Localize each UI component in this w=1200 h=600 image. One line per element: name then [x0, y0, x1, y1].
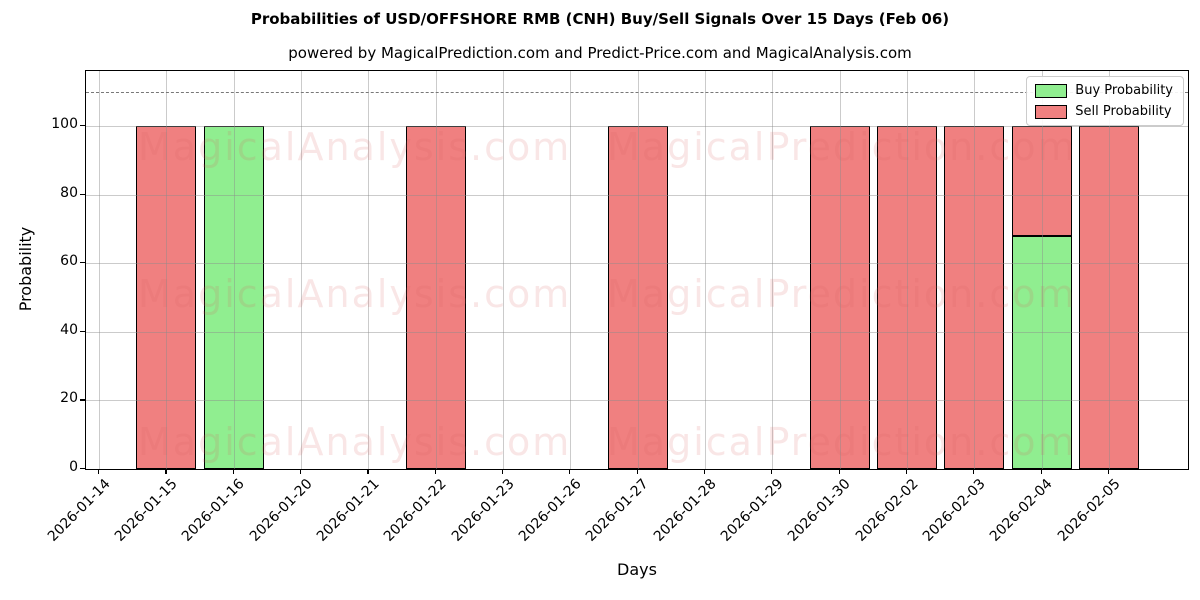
x-tick-mark: [1040, 469, 1042, 474]
v-gridline: [435, 71, 437, 469]
y-tick-mark: [80, 330, 85, 332]
x-tick-mark: [569, 469, 571, 474]
legend-label-buy: Buy Probability: [1075, 83, 1173, 98]
y-tick-label: 100: [51, 115, 78, 132]
x-tick-label-text: 2026-01-20: [246, 476, 316, 545]
x-tick-label-text: 2026-01-15: [111, 476, 181, 545]
x-tick-mark: [232, 469, 234, 474]
v-gridline: [772, 71, 774, 469]
x-tick-mark: [367, 469, 369, 474]
legend-label-sell: Sell Probability: [1075, 104, 1172, 119]
plot-area: Buy Probability Sell Probability: [85, 70, 1189, 470]
x-tick-label-text: 2026-02-02: [852, 476, 922, 545]
x-tick-mark: [636, 469, 638, 474]
bar-segment: [1011, 235, 1072, 469]
x-axis-label: Days: [617, 560, 657, 579]
bar-segment: [607, 125, 668, 469]
y-tick-label: 80: [60, 184, 78, 201]
v-gridline: [1108, 71, 1110, 469]
bar-segment: [876, 125, 937, 469]
x-tick-mark: [299, 469, 302, 474]
x-tick-mark: [98, 469, 100, 474]
h-gridline: [86, 263, 1188, 265]
x-tick-label-text: 2026-01-28: [650, 476, 720, 545]
v-gridline: [1041, 71, 1043, 469]
bar-segment: [203, 125, 264, 469]
legend: Buy Probability Sell Probability: [1026, 76, 1184, 126]
x-tick-label-text: 2026-02-03: [919, 476, 989, 545]
bar-segment: [1011, 125, 1072, 236]
x-tick-label-text: 2026-01-23: [448, 476, 518, 545]
sell-color-swatch: [1035, 104, 1068, 119]
x-tick-label-text: 2026-01-22: [381, 476, 450, 545]
h-gridline: [86, 194, 1188, 196]
bar-segment: [136, 125, 197, 469]
x-tick-label-text: 2026-02-04: [987, 476, 1056, 545]
x-tick-mark: [905, 469, 908, 474]
y-tick-mark: [80, 468, 85, 470]
bar-segment: [809, 125, 870, 469]
legend-item-buy: Buy Probability: [1035, 83, 1173, 98]
bar-segment: [944, 125, 1005, 469]
y-tick-label: 40: [60, 321, 78, 338]
x-tick-label-text: 2026-01-16: [179, 476, 248, 545]
v-gridline: [368, 71, 370, 469]
y-tick-label: 0: [69, 459, 78, 475]
h-gridline: [86, 400, 1188, 402]
legend-item-sell: Sell Probability: [1035, 104, 1173, 119]
x-tick-label-text: 2026-01-29: [717, 476, 787, 545]
v-gridline: [704, 71, 706, 469]
x-tick-label-text: 2026-02-05: [1054, 476, 1124, 545]
chart-title: Probabilities of USD/OFFSHORE RMB (CNH) …: [250, 10, 950, 28]
y-tick-label: 20: [60, 390, 78, 407]
h-gridline: [86, 125, 1188, 127]
v-gridline: [99, 71, 100, 469]
h-gridline: [86, 331, 1188, 333]
x-tick-mark: [973, 469, 975, 474]
v-gridline: [300, 71, 302, 469]
threshold-dashed-line: [86, 91, 1188, 93]
x-tick-label-text: 2026-01-30: [785, 476, 854, 545]
y-tick-label: 60: [60, 253, 78, 270]
x-tick-label-text: 2026-01-21: [313, 476, 383, 545]
v-gridline: [974, 71, 976, 469]
bar-segment: [405, 125, 466, 469]
chart-subtitle: powered by MagicalPrediction.com and Pre…: [288, 44, 912, 62]
y-tick-mark: [80, 124, 85, 127]
y-tick-mark: [80, 193, 85, 195]
v-gridline: [570, 71, 572, 469]
y-tick-mark: [80, 262, 85, 264]
v-gridline: [166, 71, 168, 469]
v-gridline: [233, 71, 235, 469]
x-tick-label-text: 2026-01-27: [583, 476, 652, 545]
v-gridline: [502, 71, 504, 469]
v-gridline: [839, 71, 841, 469]
x-tick-mark: [838, 469, 840, 474]
x-tick-mark: [501, 469, 504, 474]
v-gridline: [906, 71, 908, 469]
x-tick-mark: [703, 469, 706, 474]
bar-segment: [1078, 125, 1139, 469]
y-tick-mark: [80, 399, 85, 401]
x-tick-mark: [434, 469, 436, 474]
buy-color-swatch: [1035, 83, 1068, 98]
v-gridline: [637, 71, 639, 469]
x-tick-label-text: 2026-01-26: [515, 476, 585, 545]
x-tick-label-text: 2026-01-14: [44, 476, 114, 545]
x-tick-mark: [1107, 469, 1110, 474]
x-tick-mark: [165, 469, 167, 474]
x-tick-mark: [771, 469, 773, 474]
